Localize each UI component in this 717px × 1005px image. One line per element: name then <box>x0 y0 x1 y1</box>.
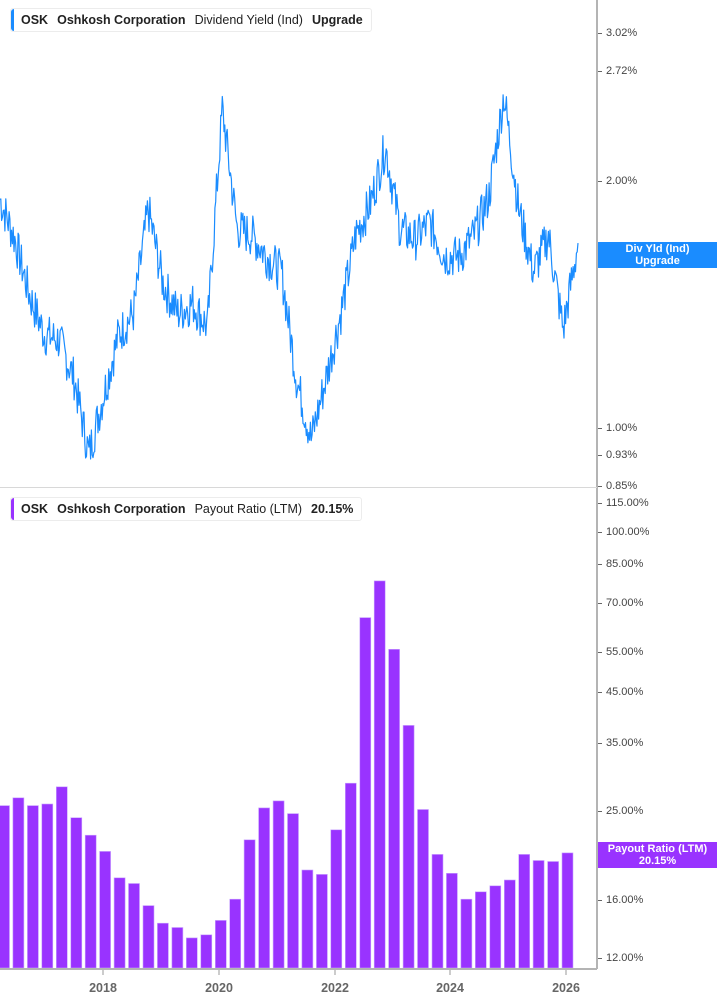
dividend-yield-line-chart <box>0 94 579 460</box>
payout-bar[interactable] <box>330 829 343 969</box>
legend-upgrade-link[interactable]: Upgrade <box>311 13 363 27</box>
payout-bar[interactable] <box>359 617 372 969</box>
payout-bar[interactable] <box>272 800 285 969</box>
payout-bar[interactable] <box>518 854 531 969</box>
payout-bar[interactable] <box>84 834 97 969</box>
payout-bar[interactable] <box>474 891 487 969</box>
panel-divider <box>0 487 597 488</box>
payout-bar[interactable] <box>388 648 400 969</box>
payout-bar[interactable] <box>70 817 83 969</box>
payout-bar[interactable] <box>503 879 516 969</box>
dividend-yield-legend[interactable]: OSK Oshkosh Corporation Dividend Yield (… <box>10 8 372 32</box>
payout-bar[interactable] <box>113 877 126 969</box>
y-axis-line-top <box>596 0 598 488</box>
payout-bar[interactable] <box>344 782 357 969</box>
payout-bar[interactable] <box>27 805 39 969</box>
payout-bar[interactable] <box>157 922 169 969</box>
y-tick: 70.00% <box>598 597 643 609</box>
tag-value: Upgrade <box>635 255 680 267</box>
dividend-yield-line[interactable] <box>0 94 579 460</box>
payout-bar[interactable] <box>431 854 444 969</box>
payout-bar[interactable] <box>532 860 545 969</box>
y-tick: 0.93% <box>598 449 637 461</box>
legend-company: Oshkosh Corporation <box>57 13 186 27</box>
payout-bar[interactable] <box>460 898 473 969</box>
current-value-tag-div-yld: Div Yld (Ind) Upgrade <box>598 242 717 268</box>
payout-bar[interactable] <box>12 797 25 969</box>
dividend-yield-panel: OSK Oshkosh Corporation Dividend Yield (… <box>0 0 717 492</box>
payout-bar[interactable] <box>200 934 213 969</box>
legend-value: 20.15% <box>311 502 354 516</box>
y-tick: 100.00% <box>598 526 649 538</box>
series-color-marker <box>11 9 14 31</box>
legend-ticker: OSK <box>21 13 49 27</box>
payout-bar[interactable] <box>417 809 429 969</box>
y-tick: 0.85% <box>598 480 637 492</box>
legend-company: Oshkosh Corporation <box>57 502 186 516</box>
tag-label: Div Yld (Ind) <box>625 243 690 255</box>
payout-bar[interactable] <box>301 869 314 969</box>
payout-bar[interactable] <box>41 803 54 969</box>
x-tick-label: 2018 <box>89 981 117 995</box>
y-tick: 55.00% <box>598 646 643 658</box>
payout-bar[interactable] <box>547 861 559 969</box>
y-tick: 45.00% <box>598 686 643 698</box>
payout-ratio-legend[interactable]: OSK Oshkosh Corporation Payout Ratio (LT… <box>10 497 363 521</box>
payout-bar[interactable] <box>561 852 574 969</box>
tag-value: 20.15% <box>638 855 677 867</box>
payout-bar[interactable] <box>142 905 155 969</box>
payout-bar[interactable] <box>128 883 140 969</box>
y-tick: 1.00% <box>598 422 637 434</box>
x-tick-label: 2020 <box>205 981 233 995</box>
y-tick: 2.72% <box>598 65 637 77</box>
y-tick: 12.00% <box>598 952 643 964</box>
payout-bar[interactable] <box>243 839 256 969</box>
y-tick: 2.00% <box>598 175 637 187</box>
payout-bar[interactable] <box>171 927 184 969</box>
payout-bar[interactable] <box>446 872 458 969</box>
y-tick: 35.00% <box>598 737 643 749</box>
y-tick: 16.00% <box>598 894 643 906</box>
payout-bar[interactable] <box>373 580 386 969</box>
y-tick: 85.00% <box>598 558 643 570</box>
legend-metric: Payout Ratio (LTM) <box>194 502 303 516</box>
y-tick: 3.02% <box>598 27 637 39</box>
payout-bar[interactable] <box>99 851 111 969</box>
payout-bar[interactable] <box>55 786 68 969</box>
y-tick: 115.00% <box>598 497 649 509</box>
x-tick-label: 2024 <box>436 981 464 995</box>
payout-bar[interactable] <box>186 937 198 969</box>
payout-bar[interactable] <box>258 807 270 969</box>
current-value-tag-payout: Payout Ratio (LTM) 20.15% <box>598 842 717 868</box>
payout-bar[interactable] <box>316 874 328 969</box>
tag-label: Payout Ratio (LTM) <box>607 843 708 855</box>
payout-bar[interactable] <box>287 813 299 969</box>
payout-bar[interactable] <box>489 885 502 969</box>
x-tick-label: 2026 <box>552 981 580 995</box>
y-axis-line-bottom <box>596 488 598 969</box>
x-axis-line <box>0 968 597 970</box>
legend-metric: Dividend Yield (Ind) <box>194 13 303 27</box>
payout-ratio-panel <box>0 488 717 1005</box>
legend-ticker: OSK <box>21 502 49 516</box>
series-color-marker <box>11 498 14 520</box>
x-tick-label: 2022 <box>321 981 349 995</box>
payout-bar[interactable] <box>0 805 10 969</box>
payout-bar[interactable] <box>229 898 241 969</box>
y-tick: 25.00% <box>598 805 643 817</box>
payout-bar[interactable] <box>215 920 227 969</box>
payout-bar[interactable] <box>402 725 415 969</box>
